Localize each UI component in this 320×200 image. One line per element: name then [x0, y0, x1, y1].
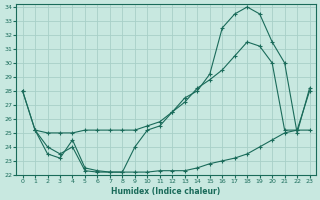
X-axis label: Humidex (Indice chaleur): Humidex (Indice chaleur)	[111, 187, 221, 196]
